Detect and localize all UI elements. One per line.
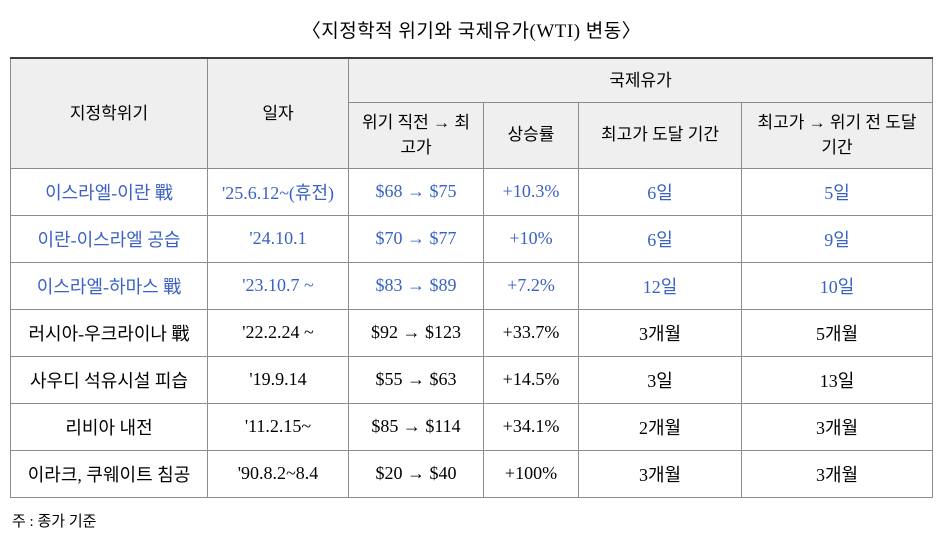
cell-recovery-period: 5일 [741,167,933,216]
cell-peak-period: 12일 [578,261,742,310]
cell-recovery-period: 13일 [741,355,933,404]
header-crisis: 지정학위기 [10,57,208,169]
cell-recovery-period: 9일 [741,214,933,263]
cell-peak-period: 2개월 [578,402,742,451]
cell-price: $20 → $40 [348,449,484,498]
table-row: 이라크, 쿠웨이트 침공 '90.8.2~8.4 $20 → $40 +100%… [10,449,933,498]
header-oil-price-group: 국제유가 [348,57,933,103]
table-row: 리비아 내전 '11.2.15~ $85 → $114 +34.1% 2개월 3… [10,402,933,451]
cell-date: '23.10.7 ~ [207,261,349,310]
cell-price: $68 → $75 [348,167,484,216]
cell-recovery-period: 10일 [741,261,933,310]
cell-rate: +34.1% [483,402,579,451]
header-row-sub: 위기 직전 → 최고가 상승률 최고가 도달 기간 최고가 → 위기 전 도달 … [11,101,933,169]
header-date: 일자 [207,57,349,169]
cell-date: '22.2.24 ~ [207,308,349,357]
table-row: 사우디 석유시설 피습 '19.9.14 $55 → $63 +14.5% 3일… [10,355,933,404]
table-row: 러시아-우크라이나 戰 '22.2.24 ~ $92 → $123 +33.7%… [10,308,933,357]
cell-crisis: 리비아 내전 [10,402,208,451]
cell-peak-period: 3일 [578,355,742,404]
header-recovery-period: 최고가 → 위기 전 도달 기간 [741,101,933,169]
cell-peak-period: 6일 [578,214,742,263]
table-title: 〈지정학적 위기와 국제유가(WTI) 변동〉 [301,21,642,42]
cell-price: $85 → $114 [348,402,484,451]
table-row: 이란-이스라엘 공습 '24.10.1 $70 → $77 +10% 6일 9일 [10,214,933,263]
cell-peak-period: 3개월 [578,449,742,498]
cell-rate: +14.5% [483,355,579,404]
cell-date: '19.9.14 [207,355,349,404]
cell-price: $70 → $77 [348,214,484,263]
cell-date: '24.10.1 [207,214,349,263]
cell-crisis: 사우디 석유시설 피습 [10,355,208,404]
header-price-change: 위기 직전 → 최고가 [348,101,484,169]
cell-rate: +100% [483,449,579,498]
cell-rate: +7.2% [483,261,579,310]
cell-recovery-period: 5개월 [741,308,933,357]
cell-date: '90.8.2~8.4 [207,449,349,498]
cell-peak-period: 6일 [578,167,742,216]
cell-crisis: 이스라엘-하마스 戰 [10,261,208,310]
header-rate: 상승률 [483,101,579,169]
cell-crisis: 이스라엘-이란 戰 [10,167,208,216]
cell-crisis: 러시아-우크라이나 戰 [10,308,208,357]
cell-recovery-period: 3개월 [741,449,933,498]
header-peak-period: 최고가 도달 기간 [578,101,742,169]
cell-price: $55 → $63 [348,355,484,404]
cell-date: '11.2.15~ [207,402,349,451]
cell-peak-period: 3개월 [578,308,742,357]
table-row: 이스라엘-하마스 戰 '23.10.7 ~ $83 → $89 +7.2% 12… [10,261,933,310]
header-row-top: 지정학위기 일자 국제유가 [10,57,933,169]
cell-price: $83 → $89 [348,261,484,310]
table-header: 지정학위기 일자 국제유가 위기 직전 → 최고가 상승률 최고가 도달 기간 … [10,57,933,169]
cell-date: '25.6.12~(휴전) [207,167,349,216]
cell-recovery-period: 3개월 [741,402,933,451]
table-row: 이스라엘-이란 戰 '25.6.12~(휴전) $68 → $75 +10.3%… [10,167,933,216]
geopolitical-oil-price-table: 지정학위기 일자 국제유가 위기 직전 → 최고가 상승률 최고가 도달 기간 … [10,57,933,498]
cell-rate: +10% [483,214,579,263]
cell-crisis: 이라크, 쿠웨이트 침공 [10,449,208,498]
cell-rate: +33.7% [483,308,579,357]
cell-price: $92 → $123 [348,308,484,357]
table-body: 이스라엘-이란 戰 '25.6.12~(휴전) $68 → $75 +10.3%… [10,167,933,498]
cell-rate: +10.3% [483,167,579,216]
cell-crisis: 이란-이스라엘 공습 [10,214,208,263]
footnote: 주 : 종가 기준 [12,513,97,530]
